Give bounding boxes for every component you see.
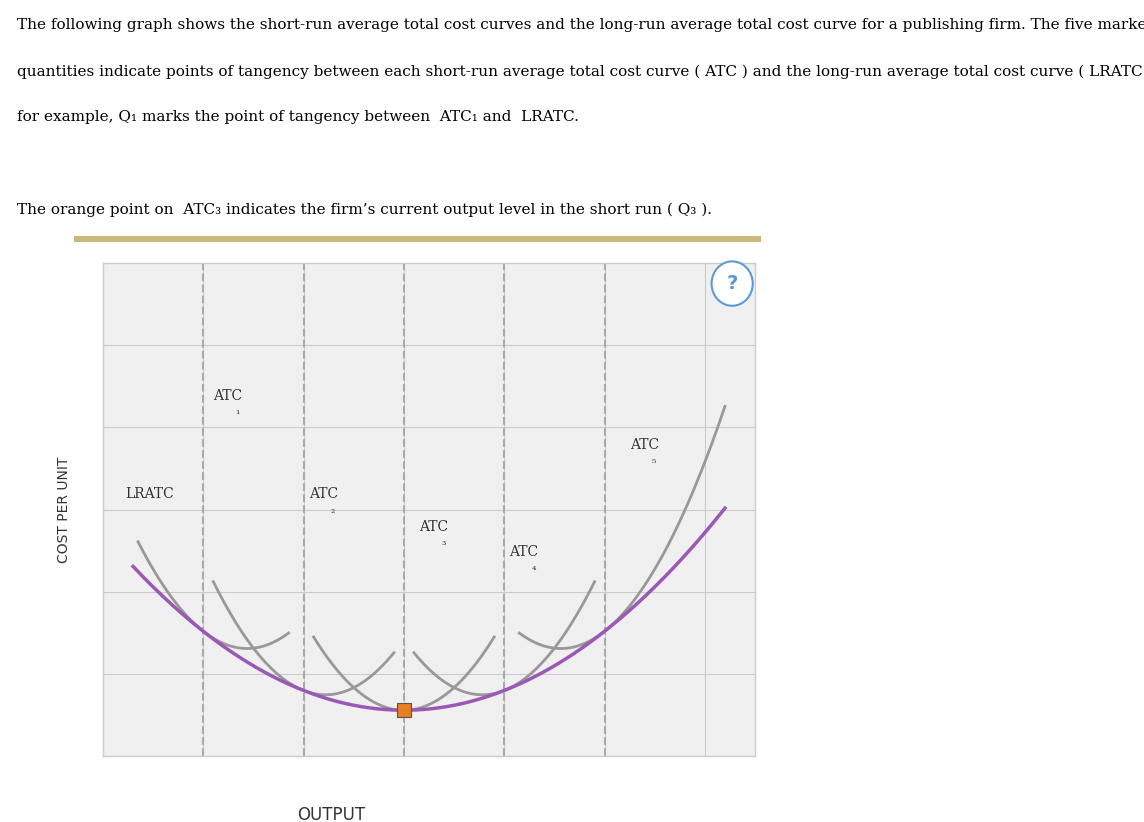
Text: LRATC: LRATC — [125, 487, 174, 501]
Text: ₃: ₃ — [442, 538, 445, 547]
Text: ₄: ₄ — [531, 562, 535, 572]
Text: ATC: ATC — [419, 520, 448, 534]
Text: ATC: ATC — [629, 438, 659, 452]
Text: ATC: ATC — [213, 389, 243, 403]
Text: ATC: ATC — [309, 487, 337, 501]
Text: for example, Q₁ marks the point of tangency between  ATC₁ and  LRATC.: for example, Q₁ marks the point of tange… — [17, 110, 579, 124]
Text: ATC: ATC — [509, 545, 539, 559]
Text: ₅: ₅ — [652, 455, 657, 465]
Text: ?: ? — [726, 274, 738, 293]
Text: ₂: ₂ — [331, 505, 335, 515]
Circle shape — [712, 261, 753, 306]
Text: quantities indicate points of tangency between each short-run average total cost: quantities indicate points of tangency b… — [17, 64, 1144, 79]
Text: The orange point on  ATC₃ indicates the firm’s current output level in the short: The orange point on ATC₃ indicates the f… — [17, 202, 713, 217]
Text: COST PER UNIT: COST PER UNIT — [57, 456, 71, 563]
Text: ₁: ₁ — [236, 406, 240, 416]
Text: The following graph shows the short-run average total cost curves and the long-r: The following graph shows the short-run … — [17, 18, 1144, 32]
Text: OUTPUT: OUTPUT — [297, 806, 365, 822]
